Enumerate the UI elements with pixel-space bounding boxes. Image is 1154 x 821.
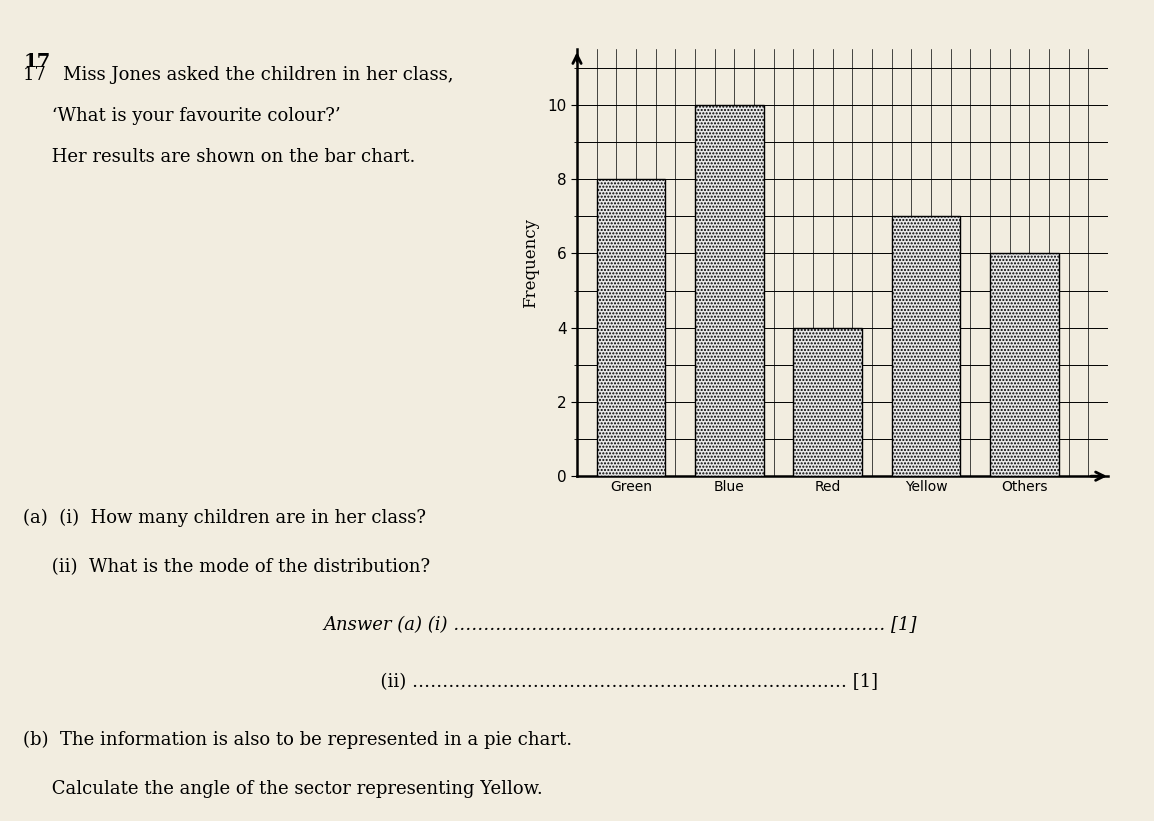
Text: ‘What is your favourite colour?’: ‘What is your favourite colour?’ xyxy=(23,107,340,125)
Text: 17   Miss Jones asked the children in her class,: 17 Miss Jones asked the children in her … xyxy=(23,66,454,84)
Text: (ii)  What is the mode of the distribution?: (ii) What is the mode of the distributio… xyxy=(23,558,430,576)
Text: 17: 17 xyxy=(23,53,51,71)
Bar xyxy=(892,216,960,476)
Text: (a)  (i)  How many children are in her class?: (a) (i) How many children are in her cla… xyxy=(23,509,426,527)
Text: Calculate the angle of the sector representing Yellow.: Calculate the angle of the sector repres… xyxy=(23,780,542,798)
Bar xyxy=(793,328,862,476)
Bar xyxy=(695,105,764,476)
Text: Her results are shown on the bar chart.: Her results are shown on the bar chart. xyxy=(23,148,415,166)
Bar xyxy=(990,254,1058,476)
Text: Answer (a) (i) ……………………………………………………………… [1]: Answer (a) (i) ……………………………………………………………… … xyxy=(323,616,916,634)
Bar xyxy=(597,179,666,476)
Text: (ii) ……………………………………………………………… [1]: (ii) ……………………………………………………………… [1] xyxy=(323,673,878,691)
Y-axis label: Frequency: Frequency xyxy=(522,218,539,308)
Text: (b)  The information is also to be represented in a pie chart.: (b) The information is also to be repres… xyxy=(23,731,572,749)
